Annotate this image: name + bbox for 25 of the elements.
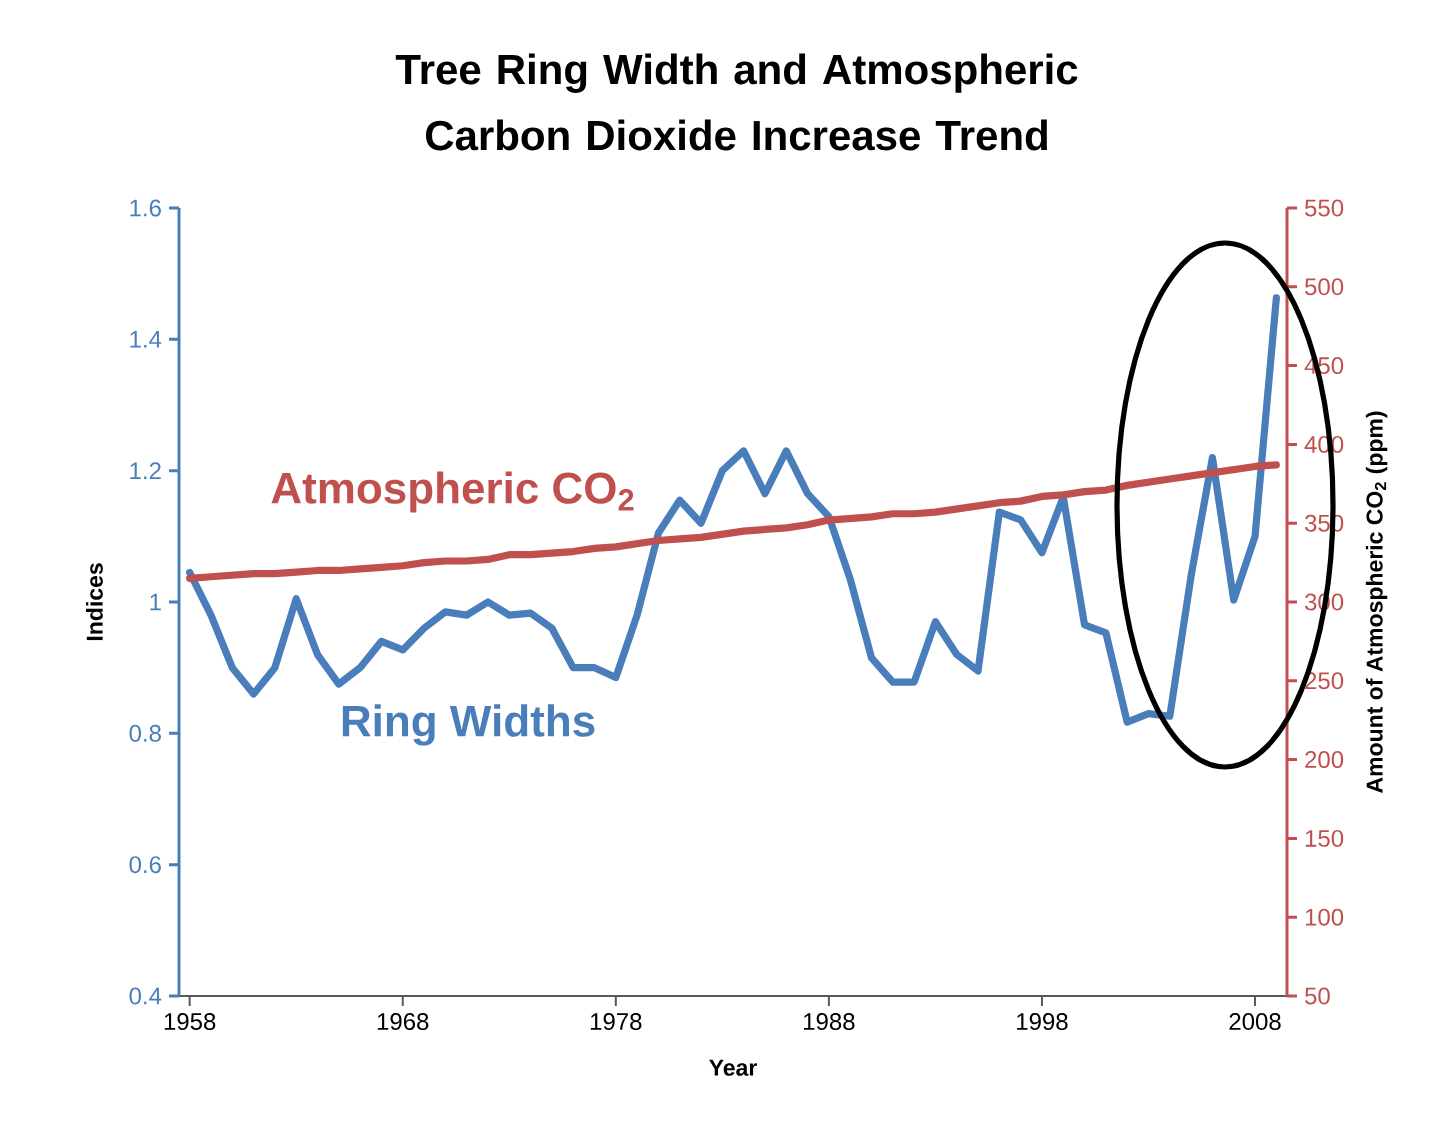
y2-tick-label: 200 — [1305, 751, 1344, 769]
x-tick-label: 1958 — [164, 1013, 216, 1031]
y-tick-label: 1 — [150, 593, 161, 611]
y-tick-label: 0.6 — [129, 856, 161, 874]
chart-title: Tree Ring Width and Atmospheric Carbon Dioxide Increase Trend — [395, 53, 1078, 151]
x-tick-label: 2008 — [1229, 1013, 1281, 1031]
y2-tick-label: 100 — [1305, 908, 1344, 926]
y-axis-title: Indices — [85, 563, 103, 641]
x-tick-label: 1978 — [590, 1013, 642, 1031]
series-label: Atmospheric CO$_{2}$ — [271, 471, 634, 513]
y2-tick-label: 500 — [1305, 278, 1344, 296]
x-tick-label: 1998 — [1017, 1013, 1068, 1031]
y-tick-label: 1.4 — [130, 331, 162, 348]
series-label: Ring Widths — [342, 704, 595, 746]
y2-tick-label: 550 — [1305, 199, 1344, 217]
y-tick-label: 1.6 — [130, 199, 161, 217]
y-tick-label: 0.8 — [129, 724, 161, 742]
y2-axis-title: Amount of Atmospheric CO$_{2}$ (ppm) — [1365, 411, 1388, 793]
x-axis-title: Year — [709, 1059, 757, 1076]
y-tick-label: 0.4 — [129, 987, 162, 1005]
x-tick-label: 1968 — [377, 1013, 429, 1031]
x-tick-label: 1988 — [804, 1013, 855, 1031]
y2-tick-label: 150 — [1305, 829, 1344, 847]
y2-tick-label: 50 — [1305, 987, 1330, 1005]
y-tick-label: 1.2 — [130, 462, 161, 480]
